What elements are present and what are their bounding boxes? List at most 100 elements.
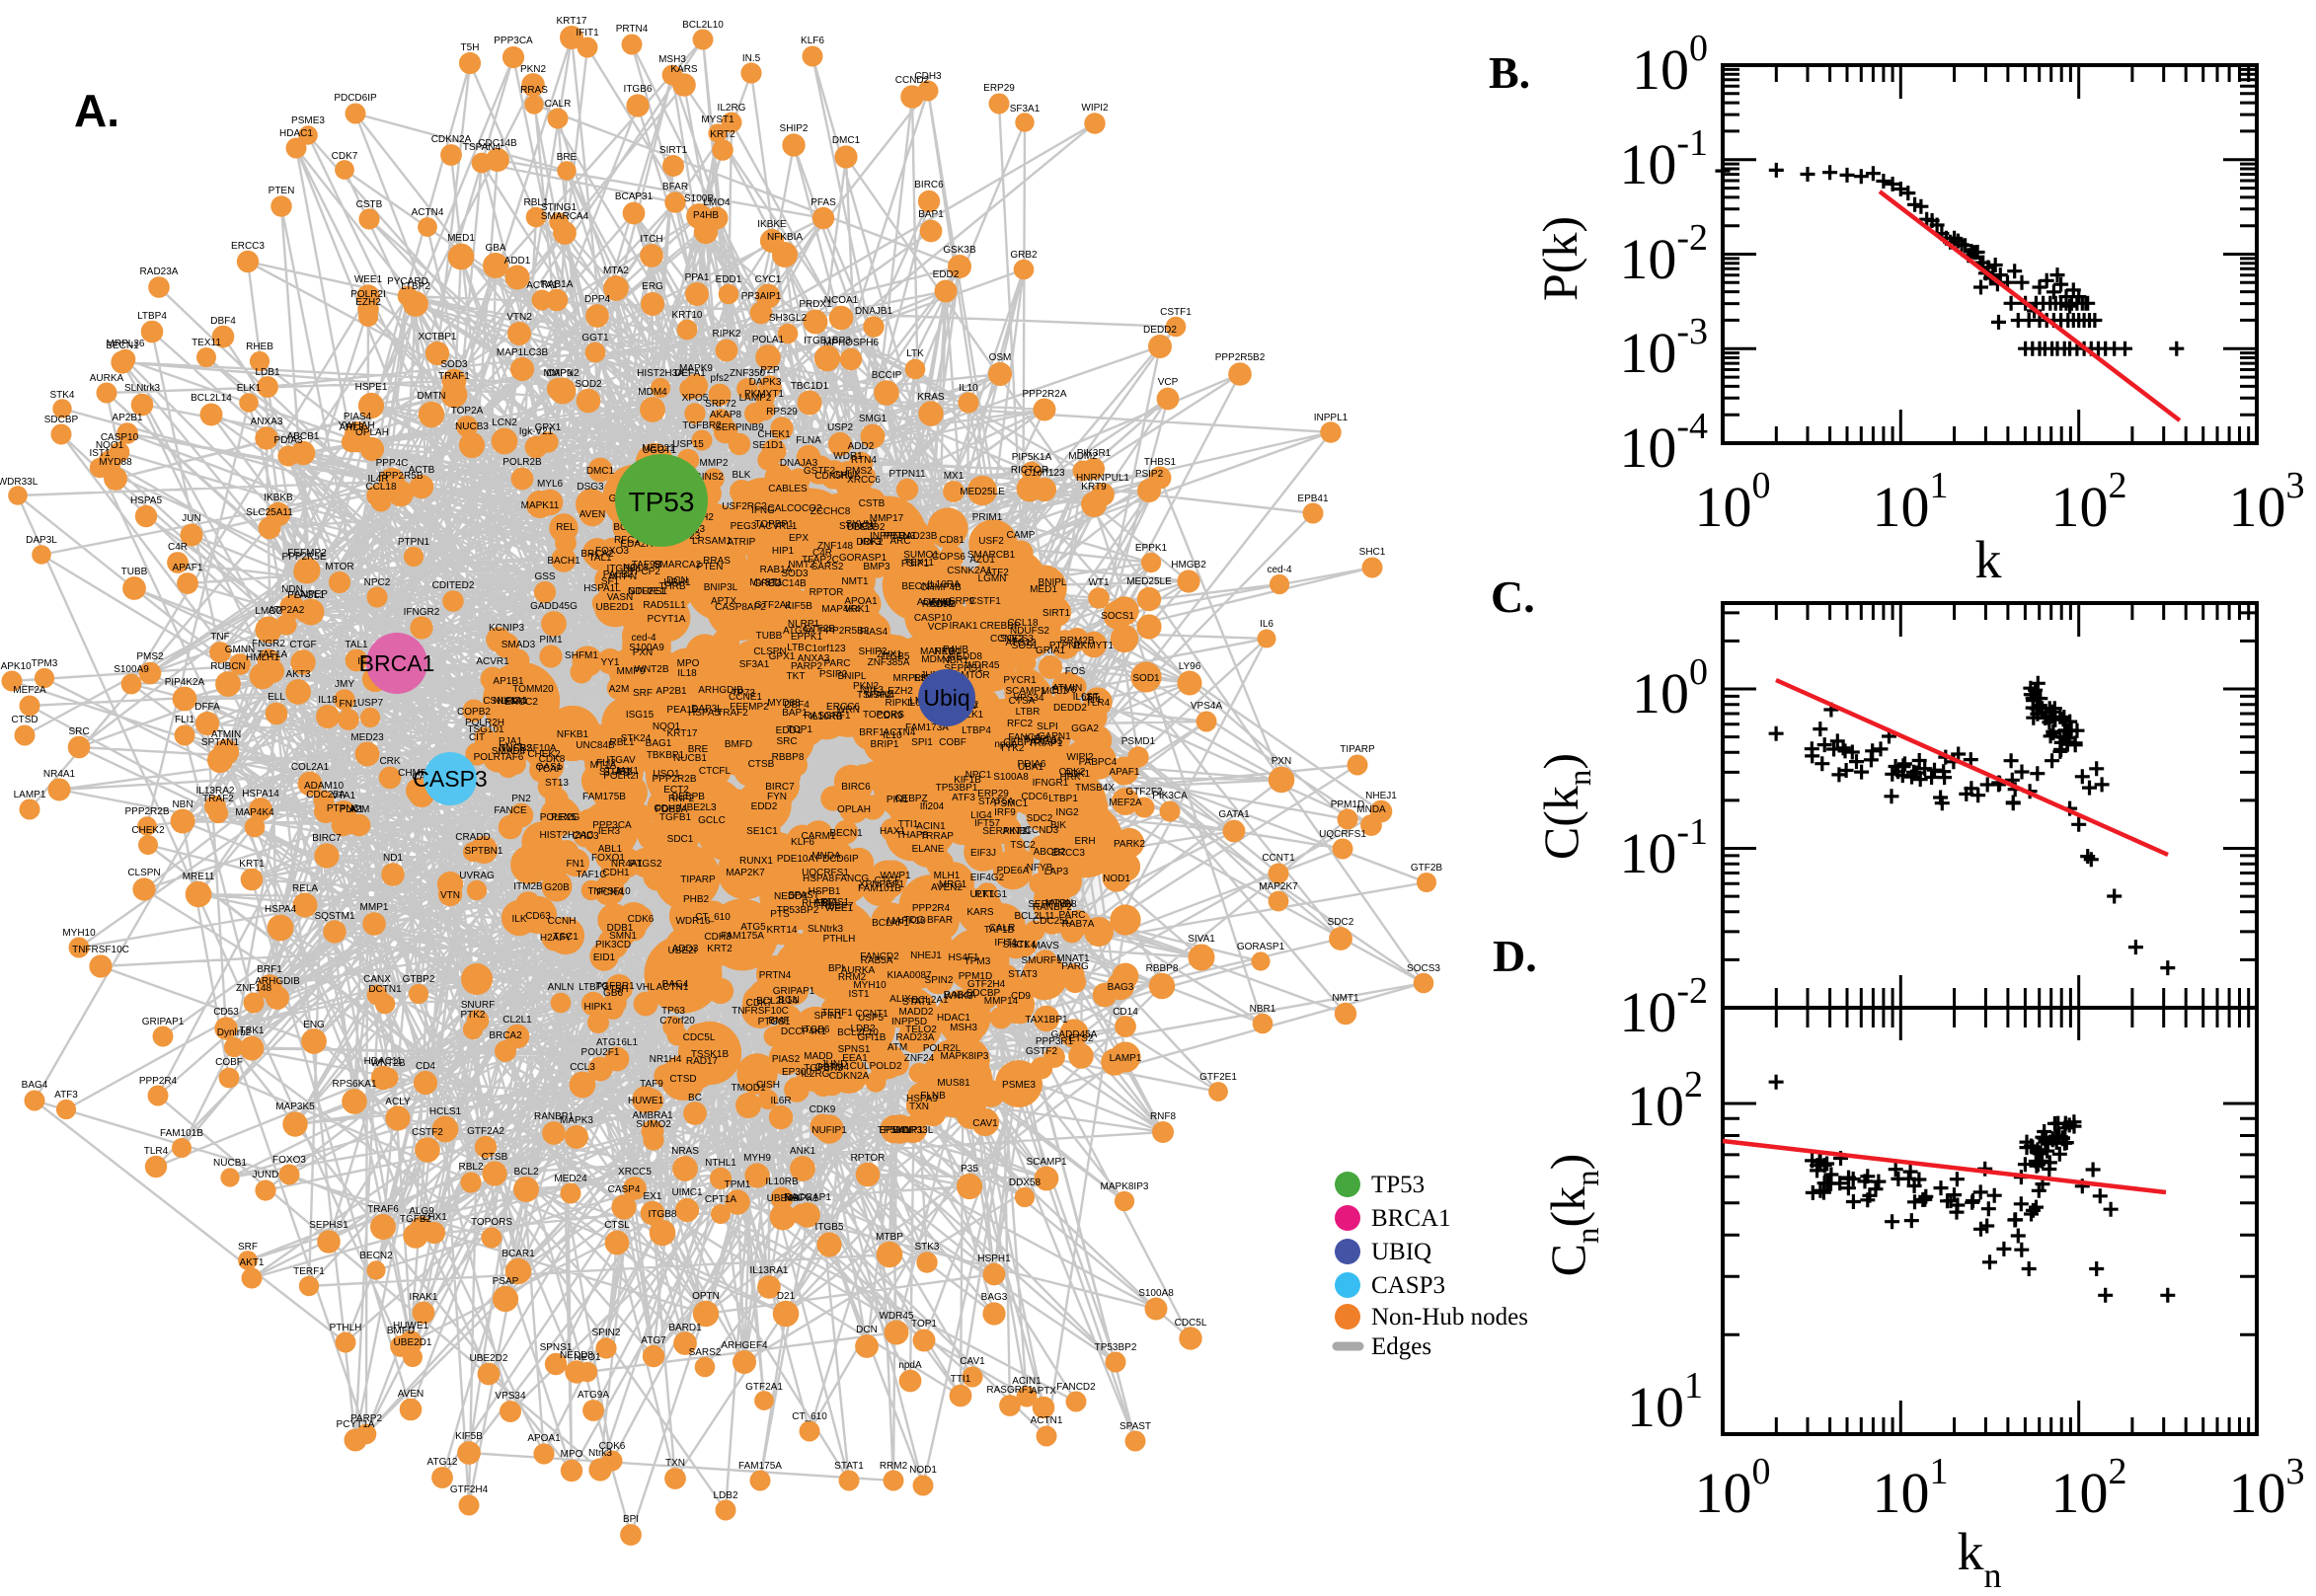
svg-text:BC: BC bbox=[688, 1093, 702, 1103]
svg-text:FLNA: FLNA bbox=[796, 435, 821, 446]
svg-text:MLH1: MLH1 bbox=[934, 871, 961, 881]
svg-text:GRIPAP1: GRIPAP1 bbox=[773, 986, 815, 997]
svg-text:ITGB8: ITGB8 bbox=[607, 564, 636, 574]
svg-text:VTA1: VTA1 bbox=[332, 791, 356, 801]
svg-text:LTBP2: LTBP2 bbox=[401, 281, 430, 292]
svg-text:USP5: USP5 bbox=[858, 1013, 885, 1024]
svg-text:WNT2B: WNT2B bbox=[635, 664, 669, 675]
svg-text:NEDD8: NEDD8 bbox=[560, 1350, 593, 1361]
svg-text:MMP1: MMP1 bbox=[360, 902, 389, 913]
svg-text:MSH2: MSH2 bbox=[865, 690, 892, 701]
svg-text:ELK1: ELK1 bbox=[960, 710, 984, 721]
svg-text:SLNtrk3: SLNtrk3 bbox=[124, 383, 161, 394]
svg-text:BAG1: BAG1 bbox=[646, 738, 672, 749]
svg-text:CAV1: CAV1 bbox=[972, 1118, 998, 1129]
svg-text:COBF: COBF bbox=[939, 737, 966, 748]
svg-text:GTF2E1: GTF2E1 bbox=[628, 586, 665, 597]
svg-text:HDAC11: HDAC11 bbox=[364, 1056, 403, 1067]
svg-text:DFFA: DFFA bbox=[194, 702, 220, 713]
svg-text:ADAM9: ADAM9 bbox=[917, 597, 952, 608]
svg-text:ERP29: ERP29 bbox=[983, 83, 1015, 94]
svg-text:RACGAP1: RACGAP1 bbox=[784, 1192, 831, 1203]
svg-text:PCYT1A: PCYT1A bbox=[648, 614, 686, 625]
svg-text:PRTN4: PRTN4 bbox=[616, 24, 649, 35]
svg-text:NEO1: NEO1 bbox=[574, 1352, 601, 1363]
svg-text:BAG4: BAG4 bbox=[662, 979, 689, 990]
svg-text:FAM173A: FAM173A bbox=[905, 722, 949, 733]
svg-text:UVRAG: UVRAG bbox=[459, 871, 495, 881]
svg-text:IRF3: IRF3 bbox=[860, 537, 882, 548]
svg-text:HIPK1: HIPK1 bbox=[584, 1002, 613, 1013]
svg-text:PPP2R5E: PPP2R5E bbox=[281, 552, 326, 563]
svg-text:TDG: TDG bbox=[903, 915, 924, 926]
svg-text:ATM: ATM bbox=[888, 1042, 907, 1053]
svg-text:HSPA9: HSPA9 bbox=[906, 1094, 938, 1104]
svg-text:BIK: BIK bbox=[1050, 820, 1066, 831]
svg-text:CT_610: CT_610 bbox=[792, 1411, 827, 1422]
svg-text:DCCP4K1: DCCP4K1 bbox=[781, 1026, 827, 1037]
svg-text:ANXA3: ANXA3 bbox=[251, 417, 283, 427]
svg-text:ZNF148: ZNF148 bbox=[236, 983, 272, 994]
svg-text:NTHL1: NTHL1 bbox=[705, 1158, 736, 1169]
svg-text:EPX: EPX bbox=[789, 533, 809, 544]
svg-text:PTGS1: PTGS1 bbox=[758, 1017, 791, 1027]
svg-text:T5H: T5H bbox=[461, 42, 480, 53]
svg-text:RAB1A: RAB1A bbox=[760, 565, 793, 575]
svg-text:PMS2: PMS2 bbox=[845, 466, 873, 477]
svg-text:CCND3: CCND3 bbox=[1025, 825, 1059, 836]
svg-text:MAPK3: MAPK3 bbox=[560, 1115, 593, 1126]
svg-text:ADD1: ADD1 bbox=[504, 256, 531, 266]
svg-text:SQSTM1: SQSTM1 bbox=[314, 911, 355, 922]
svg-text:CTGF: CTGF bbox=[289, 640, 316, 650]
svg-text:GTF2A1: GTF2A1 bbox=[754, 600, 792, 611]
svg-text:NEDD8: NEDD8 bbox=[949, 651, 982, 662]
svg-text:CDKN2A: CDKN2A bbox=[431, 134, 472, 145]
svg-text:CAMP: CAMP bbox=[1007, 530, 1036, 541]
svg-text:PN2: PN2 bbox=[511, 794, 531, 804]
svg-text:ERCC3: ERCC3 bbox=[1051, 848, 1085, 859]
svg-text:CDK7: CDK7 bbox=[746, 998, 773, 1009]
svg-text:APAF1: APAF1 bbox=[1110, 767, 1140, 778]
svg-text:DNAJB1: DNAJB1 bbox=[855, 306, 893, 317]
svg-text:BECN2: BECN2 bbox=[901, 581, 935, 592]
svg-text:PDE6A: PDE6A bbox=[997, 866, 1030, 876]
svg-text:CD53: CD53 bbox=[213, 1007, 239, 1018]
svg-text:TRAF1: TRAF1 bbox=[438, 371, 470, 382]
svg-text:KRT17: KRT17 bbox=[667, 728, 698, 739]
svg-text:SH3GL2: SH3GL2 bbox=[769, 313, 808, 324]
svg-text:PTEN: PTEN bbox=[269, 186, 295, 196]
svg-text:WWP1: WWP1 bbox=[880, 871, 911, 881]
svg-text:ITGB8: ITGB8 bbox=[649, 1209, 677, 1220]
svg-text:RUNX1: RUNX1 bbox=[739, 856, 773, 867]
svg-text:GORASP1: GORASP1 bbox=[1237, 942, 1285, 952]
svg-text:TPM3: TPM3 bbox=[965, 956, 991, 967]
svg-text:CDC25C: CDC25C bbox=[1033, 916, 1072, 927]
svg-text:PIM1: PIM1 bbox=[539, 635, 563, 646]
svg-text:FN1: FN1 bbox=[567, 859, 585, 870]
svg-text:ATG7: ATG7 bbox=[641, 1335, 666, 1346]
svg-text:KRT2: KRT2 bbox=[710, 129, 735, 140]
svg-text:NUCB1: NUCB1 bbox=[213, 1158, 247, 1169]
svg-text:TUBB: TUBB bbox=[756, 631, 783, 642]
svg-text:BCL2L10: BCL2L10 bbox=[682, 20, 724, 31]
svg-text:CPT1A: CPT1A bbox=[705, 1194, 737, 1205]
svg-text:FEFMP2: FEFMP2 bbox=[287, 548, 327, 559]
svg-text:STK3: STK3 bbox=[914, 1242, 939, 1253]
svg-text:TSC1: TSC1 bbox=[553, 932, 579, 943]
svg-text:SHIP2: SHIP2 bbox=[859, 646, 888, 657]
svg-text:PKMYT1: PKMYT1 bbox=[744, 389, 784, 400]
svg-text:DNAJA3: DNAJA3 bbox=[780, 458, 818, 469]
svg-text:LIG4: LIG4 bbox=[970, 810, 992, 821]
svg-text:CDC5L: CDC5L bbox=[683, 1032, 716, 1043]
svg-text:JUND: JUND bbox=[253, 1170, 279, 1180]
svg-text:GSTM4: GSTM4 bbox=[815, 1062, 850, 1073]
svg-text:MYST1: MYST1 bbox=[701, 114, 734, 125]
svg-text:TIPARP: TIPARP bbox=[680, 874, 716, 885]
svg-text:BPI: BPI bbox=[623, 1514, 639, 1525]
svg-text:MAP2K7: MAP2K7 bbox=[726, 868, 765, 878]
svg-text:RBL2: RBL2 bbox=[458, 1162, 483, 1173]
svg-text:GINS2: GINS2 bbox=[694, 472, 724, 483]
svg-text:TAL1: TAL1 bbox=[588, 553, 612, 564]
svg-text:AKT2: AKT2 bbox=[1002, 826, 1027, 837]
svg-text:WDR45: WDR45 bbox=[965, 660, 999, 671]
